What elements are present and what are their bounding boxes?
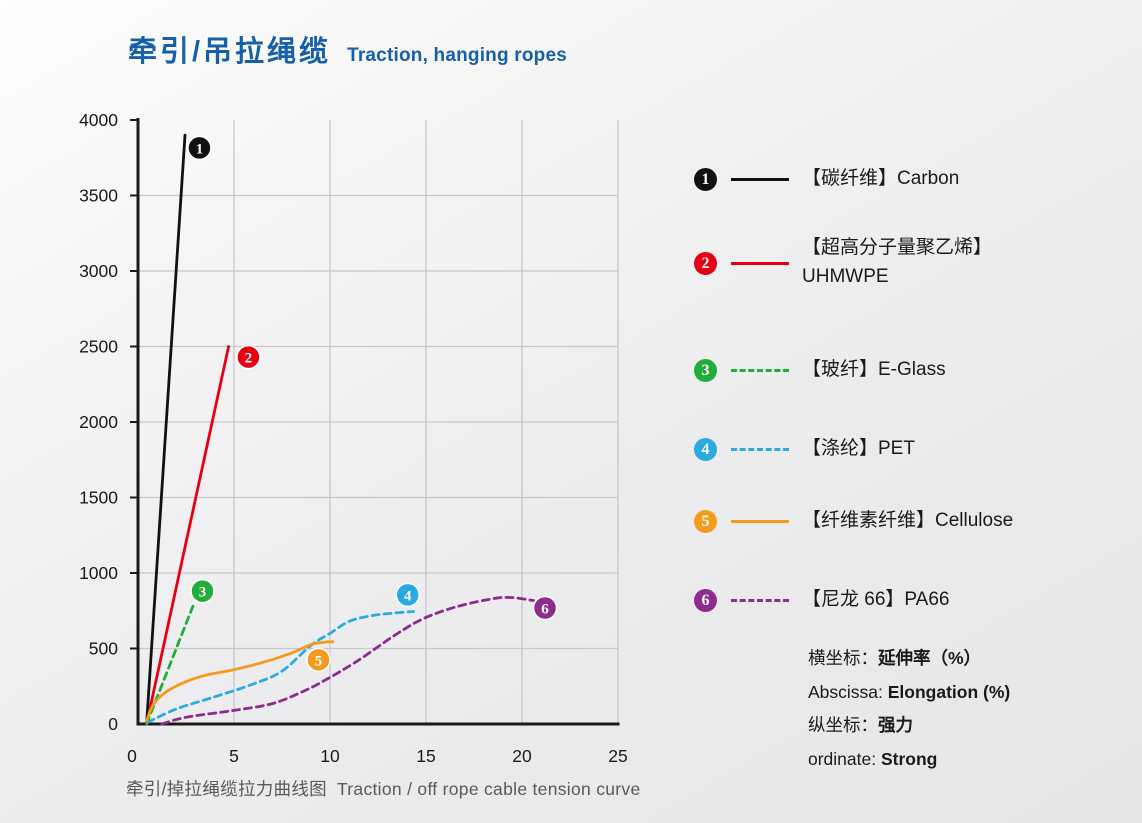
legend-item-cellulose: 5 【纤维素纤维】Cellulose: [694, 508, 1013, 534]
curve-badge-6: [532, 595, 558, 621]
legend-label-line2: UHMWPE: [802, 265, 889, 287]
curve-badge-number-4: 4: [404, 588, 412, 604]
curve-badge-number-3: 3: [199, 585, 207, 601]
curve-badge-number-2: 2: [245, 351, 253, 367]
legend-line-sample: [731, 177, 789, 181]
curve-badge-number-5: 5: [315, 653, 323, 669]
note-abscissa-zh: 横坐标：延伸率（%）: [808, 648, 982, 668]
y-tick-label-0: 0: [108, 714, 118, 734]
legend-label: 【碳纤维】Carbon: [802, 168, 960, 189]
legend-line-sample: [731, 519, 789, 523]
legend-label: 【纤维素纤维】Cellulose: [802, 510, 1014, 531]
curve-badge-4: [395, 582, 421, 608]
legend-number-badge: 6: [694, 588, 717, 612]
curve-badge-3: [190, 578, 215, 604]
note-ordinate-en: ordinate: Strong: [808, 748, 938, 769]
curve-badge-5: [306, 647, 331, 673]
y-tick-label-1500: 1500: [79, 488, 118, 508]
page-title: 牵引/吊拉绳缆 Traction, hanging ropes: [128, 28, 567, 70]
page-title-en: Traction, hanging ropes: [347, 45, 568, 66]
legend-number-badge: 4: [694, 437, 717, 461]
x-tick-label-20: 20: [512, 746, 532, 766]
x-tick-label-15: 15: [416, 746, 435, 766]
legend-number-badge: 1: [694, 167, 717, 191]
axes: [136, 118, 620, 726]
chart-caption-zh: 牵引/掉拉绳缆拉力曲线图: [126, 779, 327, 799]
note-ordinate-zh: 纵坐标：强力: [808, 715, 913, 735]
chart-caption: 牵引/掉拉绳缆拉力曲线图 Traction / off rope cable te…: [126, 776, 641, 801]
legend-number-badge: 2: [694, 251, 717, 275]
series-curve-1: [145, 133, 187, 726]
curve-badge-number-1: 1: [196, 141, 204, 157]
legend-label: 【涤纶】PET: [802, 438, 915, 459]
legend-item-eglass: 3 【玻纤】E-Glass: [694, 357, 946, 383]
legend-number-badge: 3: [694, 358, 717, 382]
legend-label: 【超高分子量聚乙烯】 UHMWPE: [802, 235, 992, 292]
curve-badge-number-6: 6: [541, 602, 549, 618]
legend-item-uhmwpe: 2 【超高分子量聚乙烯】 UHMWPE: [694, 237, 992, 287]
y-tick-label-2500: 2500: [79, 337, 118, 357]
legend-line-sample: [731, 598, 789, 602]
y-tick-label-4000: 4000: [79, 110, 118, 130]
curve-badge-2: [236, 344, 261, 370]
legend-line-sample: [731, 368, 789, 372]
note-abscissa-en: Abscissa: Elongation (%): [808, 681, 1011, 702]
legend-item-carbon: 1 【碳纤维】Carbon: [694, 166, 959, 192]
legend-item-pa66: 6 【尼龙 66】PA66: [694, 587, 949, 613]
legend-line-sample: [731, 261, 789, 265]
y-tick-label-500: 500: [89, 639, 118, 659]
series-curve-4: [146, 610, 415, 724]
x-tick-label-25: 25: [608, 746, 627, 766]
legend-line-sample: [731, 447, 789, 451]
legend-item-pet: 4 【涤纶】PET: [694, 436, 915, 462]
series-curve-5: [145, 640, 335, 723]
legend-label: 【玻纤】E-Glass: [802, 359, 946, 380]
curve-badge-1: [187, 135, 212, 161]
legend-label: 【尼龙 66】PA66: [802, 589, 950, 610]
page-title-zh: 牵引/吊拉绳缆: [128, 36, 332, 68]
series-curve-2: [145, 345, 230, 726]
y-tick-label-3000: 3000: [79, 261, 118, 281]
x-tick-label-5: 5: [229, 746, 239, 766]
y-tick-label-1000: 1000: [79, 563, 118, 583]
axis-notes: 横坐标：延伸率（%） Abscissa: Elongation (%) 纵坐标：…: [808, 642, 1010, 776]
x-tick-label-0: 0: [127, 746, 137, 766]
chart-caption-en: Traction / off rope cable tension curve: [336, 779, 641, 799]
legend-number-badge: 5: [694, 509, 717, 533]
series-curve-6: [160, 595, 535, 726]
series-curve-3: [145, 604, 195, 726]
x-tick-label-10: 10: [320, 746, 340, 766]
y-tick-label-3500: 3500: [79, 186, 118, 206]
y-tick-label-2000: 2000: [79, 412, 118, 432]
